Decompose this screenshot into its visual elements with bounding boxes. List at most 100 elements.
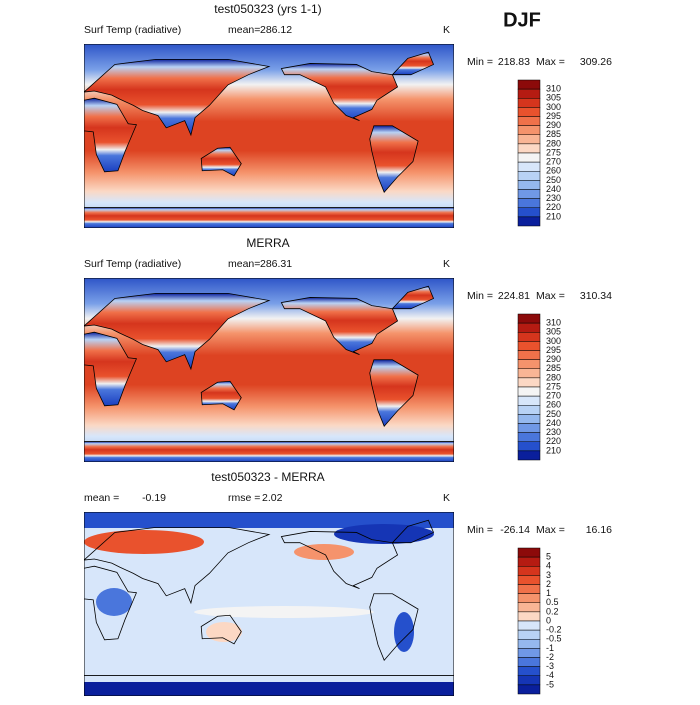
stat-value: 2.02 [262,492,283,504]
colorbar-swatch [517,629,541,640]
colorbar-label: 260 [546,166,561,176]
colorbar-label: -0.5 [546,634,562,644]
units: K [443,492,450,504]
colorbar-swatch [517,368,541,379]
colorbar-label: 310 [546,318,561,328]
colorbar-swatch [517,584,541,594]
colorbar-swatch [517,423,541,433]
map [84,44,454,228]
panel-title: MERRA [246,236,289,250]
colorbar-label: 240 [546,418,561,428]
colorbar-label: 0 [546,615,551,625]
colorbar-label: 270 [546,157,561,167]
colorbar-label: 295 [546,345,561,355]
colorbar-swatch [517,98,541,108]
colorbar-label: 250 [546,409,561,419]
stat-label: rmse = [228,492,260,504]
colorbar-label: 285 [546,129,561,139]
colorbar-swatch [517,450,541,461]
colorbar-label: 4 [546,561,551,571]
colorbar-label: 300 [546,336,561,346]
stat-label: mean= [228,258,260,270]
colorbar-swatch [517,161,541,172]
colorbar-swatch [517,216,541,227]
colorbar-label: 210 [546,445,561,455]
colorbar-swatch [517,189,541,199]
colorbar-swatch [517,395,541,406]
colorbar-swatch [517,547,541,558]
colorbar-swatch [517,207,541,218]
min-value: -26.14 [500,524,530,536]
season-label: DJF [503,9,541,31]
colorbar-label: 290 [546,120,561,130]
colorbar-label: 290 [546,354,561,364]
colorbar-swatch [517,432,541,442]
colorbar-swatch [517,134,541,145]
map [84,278,454,462]
units: K [443,258,450,270]
colorbar-swatch [517,322,541,333]
panel-title: test050323 - MERRA [211,470,324,484]
colorbar-label: 1 [546,588,551,598]
colorbar-swatch [517,332,541,342]
colorbar-swatch [517,313,541,324]
colorbar-label: 280 [546,372,561,382]
colorbar-label: 260 [546,400,561,410]
colorbar-swatch [517,171,541,181]
colorbar-swatch [517,350,541,360]
colorbar-label: 5 [546,552,551,562]
colorbar-label: 310 [546,84,561,94]
colorbar-label: -5 [546,679,554,689]
colorbar-swatch [517,116,541,126]
colorbar-label: 305 [546,327,561,337]
colorbar-swatch [517,377,541,388]
min-value: 224.81 [498,290,530,302]
stat-value: -0.19 [142,492,166,504]
colorbar-label: -2 [546,652,554,662]
colorbar-label: 275 [546,147,561,157]
colorbar-swatch [517,556,541,567]
max-label: Max = [536,56,565,68]
colorbar-label: -4 [546,670,554,680]
colorbar-swatch [517,88,541,99]
colorbar-swatch [517,359,541,369]
max-label: Max = [536,524,565,536]
max-value: 309.26 [580,56,612,68]
colorbar-swatch [517,414,541,424]
colorbar-swatch [517,143,541,154]
colorbar-swatch [517,602,541,613]
colorbar-label: 280 [546,138,561,148]
colorbar-label: 230 [546,427,561,437]
colorbar-swatch [517,107,541,117]
colorbar-label: 305 [546,93,561,103]
colorbar-swatch [517,198,541,208]
colorbar-swatch [517,593,541,603]
stat-label: mean = [84,492,119,504]
colorbar-label: 3 [546,570,551,580]
map [84,512,454,696]
colorbar-label: 300 [546,102,561,112]
colorbar-label: 210 [546,211,561,221]
colorbar-label: 0.2 [546,606,559,616]
colorbar-swatch [517,666,541,676]
stat-label: mean= [228,24,260,36]
colorbar-label: -1 [546,643,554,653]
stat-value: 286.31 [260,258,292,270]
colorbar-swatch [517,125,541,135]
min-label: Min = [467,524,493,536]
colorbar-swatch [517,441,541,452]
colorbar-swatch [517,611,541,622]
colorbar-swatch [517,341,541,351]
colorbar-label: 2 [546,579,551,589]
colorbar-label: -3 [546,661,554,671]
colorbar-label: 250 [546,175,561,185]
colorbar-label: 295 [546,111,561,121]
colorbar-swatch [517,152,541,163]
colorbar-swatch [517,566,541,576]
colorbar-label: 285 [546,363,561,373]
colorbar-swatch [517,386,541,397]
colorbar-label: 0.5 [546,597,559,607]
colorbar-swatch [517,648,541,658]
colorbar-label: 275 [546,381,561,391]
